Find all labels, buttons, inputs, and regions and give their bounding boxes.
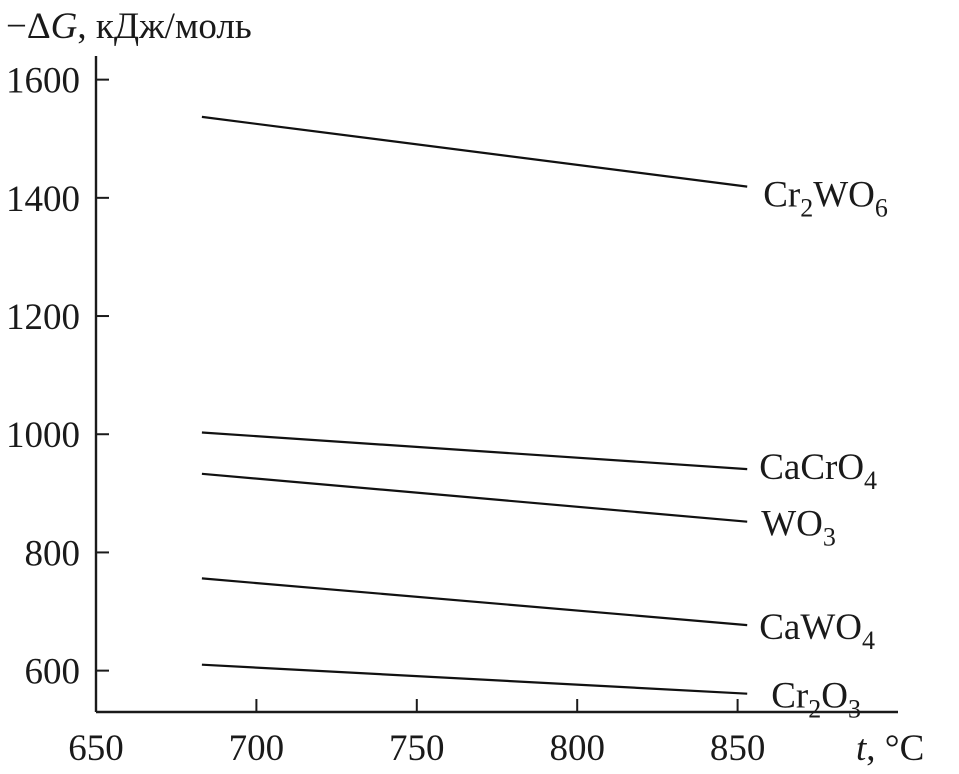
x-tick-label: 650 xyxy=(68,728,124,769)
y-tick-label: 1600 xyxy=(6,61,80,102)
y-tick-label: 800 xyxy=(25,533,81,574)
series-label: Cr2O3 xyxy=(771,676,861,724)
series-line xyxy=(201,577,748,627)
x-tick-label: 800 xyxy=(549,728,605,769)
series-line xyxy=(201,431,748,471)
y-tick-label: 1000 xyxy=(6,415,80,456)
x-axis-label: t, °C xyxy=(856,728,924,769)
series-label: Cr2WO6 xyxy=(763,175,888,223)
series-label: CaCrO4 xyxy=(759,447,877,495)
axes xyxy=(94,56,898,714)
y-tick-label: 1400 xyxy=(6,179,80,220)
x-ticks: 650 700 750 800 850 xyxy=(68,699,765,769)
series-label: CaWO4 xyxy=(759,607,875,655)
y-tick-label: 600 xyxy=(25,652,81,693)
x-tick-label: 700 xyxy=(229,728,285,769)
series-label: WO3 xyxy=(761,504,836,552)
series-line xyxy=(201,115,748,188)
x-tick-label: 850 xyxy=(710,728,766,769)
y-axis-label: −ΔG, кДж/моль xyxy=(6,6,252,47)
x-tick-label: 750 xyxy=(389,728,445,769)
y-tick-label: 1200 xyxy=(6,297,80,338)
series-group: Cr2WO6 CaCrO4 WO3 CaWO4 Cr2O3 xyxy=(201,115,888,724)
series-line xyxy=(201,472,748,523)
y-ticks: 600 800 1000 1200 1400 1600 xyxy=(6,61,109,693)
series-line xyxy=(201,663,748,695)
